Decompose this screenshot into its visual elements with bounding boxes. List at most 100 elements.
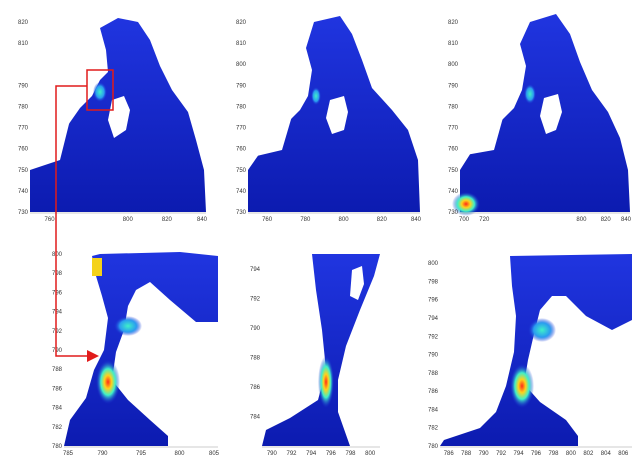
axis-ticks: 760 800 820 840 820 810 790 780 770 760 750 740 730 <box>18 20 208 223</box>
x-tick-label: 840 <box>621 217 632 223</box>
y-tick-label: 810 <box>18 41 29 47</box>
y-tick-label: 810 <box>448 41 459 47</box>
x-tick-label: 786 <box>444 451 455 457</box>
heatmap-field <box>262 254 380 446</box>
y-tick-label: 740 <box>236 189 247 195</box>
y-tick-label: 788 <box>52 367 63 373</box>
x-tick-label: 820 <box>601 217 612 223</box>
x-tick-label: 760 <box>45 217 56 223</box>
y-tick-label: 790 <box>250 326 261 332</box>
y-tick-label: 780 <box>428 444 439 450</box>
y-tick-label: 796 <box>428 298 439 304</box>
x-tick-label: 796 <box>531 451 542 457</box>
x-tick-label: 760 <box>262 217 273 223</box>
y-tick-label: 810 <box>236 41 247 47</box>
island-hole <box>326 96 348 134</box>
hot-spot <box>524 84 536 104</box>
hot-spot <box>93 82 107 102</box>
y-tick-label: 770 <box>236 126 247 132</box>
y-tick-label: 790 <box>448 83 459 89</box>
island-hole <box>540 94 562 134</box>
y-tick-label: 800 <box>236 62 247 68</box>
x-tick-label: 800 <box>339 217 350 223</box>
y-tick-label: 780 <box>18 104 29 110</box>
y-tick-label: 784 <box>250 414 261 420</box>
y-tick-label: 750 <box>448 168 459 174</box>
y-tick-label: 786 <box>428 389 439 395</box>
heatmap-field <box>64 252 218 446</box>
hot-spot <box>452 192 480 216</box>
y-tick-label: 780 <box>52 444 63 450</box>
y-tick-label: 798 <box>428 279 439 285</box>
x-tick-label: 790 <box>479 451 490 457</box>
axis-ticks: 760 780 800 820 840 820 810 800 790 780 770 760 750 7… <box>236 20 422 223</box>
hot-spot <box>318 356 334 408</box>
y-tick-label: 820 <box>236 20 247 26</box>
highlight-box <box>86 69 114 111</box>
y-tick-label: 792 <box>52 329 63 335</box>
x-tick-label: 800 <box>576 217 587 223</box>
y-tick-label: 798 <box>52 271 63 277</box>
island-hole <box>350 266 364 300</box>
y-tick-label: 790 <box>428 353 439 359</box>
y-tick-label: 770 <box>18 126 29 132</box>
x-tick-label: 802 <box>583 451 594 457</box>
y-tick-label: 800 <box>52 252 63 258</box>
x-tick-label: 800 <box>123 217 134 223</box>
y-tick-label: 760 <box>448 147 459 153</box>
x-tick-label: 805 <box>209 451 220 457</box>
y-tick-label: 792 <box>250 296 261 302</box>
y-tick-label: 730 <box>448 210 459 216</box>
y-tick-label: 784 <box>428 407 439 413</box>
y-tick-label: 760 <box>18 147 29 153</box>
x-tick-label: 820 <box>377 217 388 223</box>
x-tick-label: 795 <box>136 451 147 457</box>
y-tick-label: 790 <box>236 83 247 89</box>
y-tick-label: 782 <box>52 425 63 431</box>
hot-spot <box>510 364 534 408</box>
y-tick-label: 796 <box>52 290 63 296</box>
x-tick-label: 798 <box>345 451 356 457</box>
warm-spot <box>528 318 556 342</box>
warm-spot <box>114 316 142 336</box>
y-tick-label: 740 <box>448 189 459 195</box>
y-tick-label: 800 <box>428 261 439 267</box>
x-tick-label: 780 <box>300 217 311 223</box>
x-tick-label: 794 <box>514 451 525 457</box>
x-tick-label: 796 <box>326 451 337 457</box>
x-tick-label: 785 <box>63 451 74 457</box>
y-tick-label: 788 <box>250 355 261 361</box>
y-tick-label: 788 <box>428 371 439 377</box>
y-tick-label: 820 <box>18 20 29 26</box>
axis-ticks: 786 788 790 792 794 796 798 800 802 804 806 800 798 7… <box>428 261 632 457</box>
y-tick-label: 750 <box>236 168 247 174</box>
panel-bottom-middle: 790 792 794 796 798 800 794 792 790 788 786 784 <box>250 254 380 457</box>
land-hole <box>248 104 292 158</box>
x-tick-label: 788 <box>461 451 472 457</box>
y-tick-label: 820 <box>448 20 459 26</box>
y-tick-label: 786 <box>250 385 261 391</box>
edge-spot <box>92 258 102 276</box>
y-tick-label: 760 <box>236 147 247 153</box>
x-tick-label: 798 <box>548 451 559 457</box>
x-tick-label: 800 <box>174 451 185 457</box>
x-tick-label: 700 <box>459 217 470 223</box>
y-tick-label: 780 <box>448 104 459 110</box>
y-tick-label: 770 <box>448 126 459 132</box>
x-tick-label: 800 <box>566 451 577 457</box>
y-tick-label: 740 <box>18 189 29 195</box>
panel-top-right: 700 720 800 820 840 820 810 800 790 780 770 760 750 7… <box>448 14 632 223</box>
x-tick-label: 800 <box>365 451 376 457</box>
y-tick-label: 800 <box>448 62 459 68</box>
panel-top-left: 760 800 820 840 820 810 790 780 770 760 750 740 730 <box>18 18 208 223</box>
x-tick-label: 790 <box>97 451 108 457</box>
axis-ticks: 700 720 800 820 840 820 810 800 790 780 770 760 750 7… <box>448 20 632 223</box>
x-tick-label: 840 <box>411 217 422 223</box>
y-tick-label: 786 <box>52 386 63 392</box>
panel-bottom-left: 785 790 795 800 805 800 798 796 794 792 790 788 786 7… <box>52 252 220 457</box>
y-tick-label: 790 <box>52 348 63 354</box>
axis-ticks: 785 790 795 800 805 800 798 796 794 792 790 788 786 7… <box>52 252 220 457</box>
x-tick-label: 820 <box>162 217 173 223</box>
x-tick-label: 840 <box>197 217 208 223</box>
